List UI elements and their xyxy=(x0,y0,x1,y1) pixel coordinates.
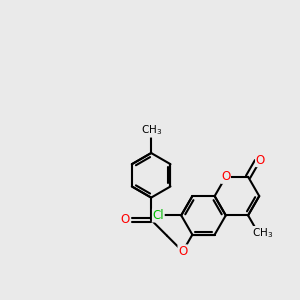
Text: O: O xyxy=(121,213,130,226)
Text: O: O xyxy=(221,170,230,183)
Text: CH$_3$: CH$_3$ xyxy=(252,226,273,240)
Text: O: O xyxy=(178,245,187,258)
Text: O: O xyxy=(256,154,265,166)
Text: Cl: Cl xyxy=(152,209,164,222)
Text: CH$_3$: CH$_3$ xyxy=(141,123,162,137)
